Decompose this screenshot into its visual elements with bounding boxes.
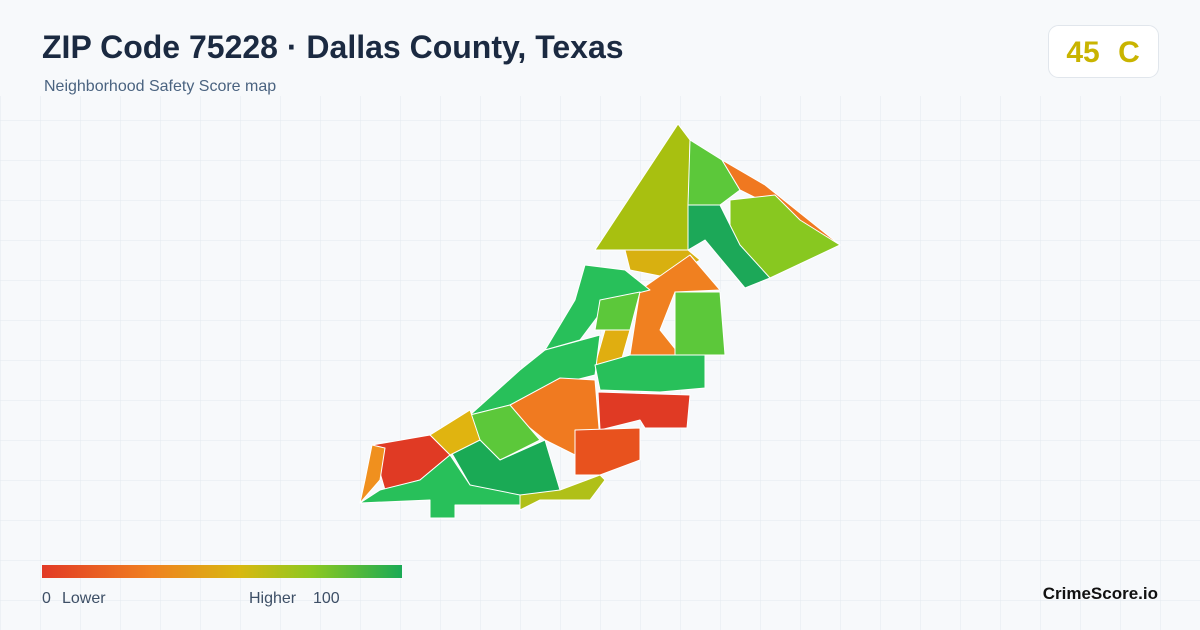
badge-box [1048, 25, 1159, 78]
map [359, 123, 841, 519]
brand: CrimeScore.io [1043, 584, 1158, 603]
area [629, 254, 721, 356]
area [544, 264, 651, 351]
area [359, 454, 521, 519]
area [594, 354, 706, 393]
score-badge: 45 C [1048, 25, 1159, 78]
legend-min-label: Lower [62, 590, 106, 607]
area [687, 204, 771, 289]
area [674, 291, 726, 356]
legend-min: 0 [42, 590, 51, 607]
area [687, 139, 741, 206]
subtitle: Neighborhood Safety Score map [44, 78, 276, 95]
area [519, 474, 606, 511]
legend: 0 Lower Higher 100 [42, 565, 402, 607]
title: ZIP Code 75228 · Dallas County, Texas [42, 29, 624, 65]
legend-max: 100 [313, 590, 340, 607]
score-grade: C [1118, 36, 1140, 69]
area [359, 444, 386, 504]
legend-max-label: Higher [249, 590, 297, 607]
area [597, 391, 691, 431]
score-value: 45 [1066, 36, 1099, 69]
legend-gradient [42, 565, 402, 578]
area [574, 427, 641, 476]
